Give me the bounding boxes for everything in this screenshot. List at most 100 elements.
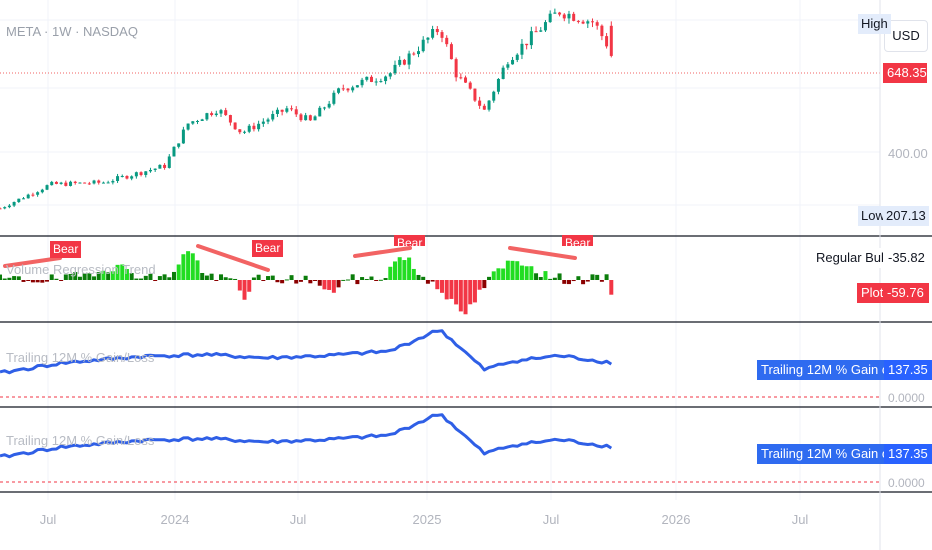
volume-bar xyxy=(355,280,360,285)
volume-bar xyxy=(472,280,477,303)
volume-bar xyxy=(251,277,256,280)
candle-body xyxy=(525,43,529,46)
x-tick-jul-2024: Jul xyxy=(289,512,307,527)
volume-bar xyxy=(49,274,54,280)
trailing-gain-line-2 xyxy=(0,413,613,459)
regression-trend-line xyxy=(508,246,577,260)
volume-bar xyxy=(392,261,397,280)
currency-button[interactable]: USD xyxy=(884,20,928,52)
candle-body xyxy=(487,100,491,110)
volume-bar xyxy=(270,275,275,280)
candle-body xyxy=(431,29,435,38)
candle-body xyxy=(501,67,505,79)
trailing-gain-value-2: 137.35 xyxy=(884,444,932,464)
candle-body xyxy=(120,175,124,177)
candle-body xyxy=(210,113,214,116)
candle-body xyxy=(388,73,392,77)
volume-bar xyxy=(190,253,195,280)
candle-body xyxy=(257,123,261,130)
regression-trend-line xyxy=(196,244,270,272)
regression-trend-line xyxy=(353,246,412,258)
candle-body xyxy=(539,30,543,32)
candle-body xyxy=(238,129,242,133)
bear-label-1: Bear xyxy=(50,241,82,258)
volume-bar xyxy=(157,276,162,280)
candle-body xyxy=(69,181,73,186)
volume-bar xyxy=(223,277,228,280)
candle-body xyxy=(158,164,162,169)
candle-body xyxy=(191,121,195,124)
candle-body xyxy=(384,76,388,82)
volume-bar xyxy=(294,280,299,284)
volume-bar xyxy=(2,278,7,280)
volume-bar xyxy=(59,280,64,281)
volume-bar xyxy=(529,266,534,280)
candle-body xyxy=(468,82,472,89)
volume-bar xyxy=(110,271,115,280)
zero-label-1: 0.0000 xyxy=(888,391,925,405)
volume-bar xyxy=(538,277,543,280)
candle-body xyxy=(59,182,63,184)
volume-bar xyxy=(134,278,139,280)
volume-bar xyxy=(552,277,557,280)
volume-bar xyxy=(595,274,600,280)
volume-bar xyxy=(280,280,285,284)
plot-label: Plot xyxy=(857,283,888,303)
candle-body xyxy=(337,88,341,93)
candle-body xyxy=(144,171,148,175)
x-tick-2024: 2024 xyxy=(160,512,190,527)
volume-bar xyxy=(369,276,374,280)
candle-body xyxy=(600,25,604,37)
volume-bar xyxy=(228,278,233,280)
trailing-gain-line-1 xyxy=(0,329,613,375)
volume-bar xyxy=(204,275,209,280)
candle-body xyxy=(562,14,566,19)
volume-bar xyxy=(515,261,520,280)
candle-body xyxy=(134,172,138,177)
candle-body xyxy=(153,168,157,170)
candle-body xyxy=(454,59,458,78)
volume-bar xyxy=(40,280,45,283)
candle-body xyxy=(496,78,500,92)
volume-bar xyxy=(313,280,318,281)
bear-label-4: Bear xyxy=(562,235,594,246)
candle-body xyxy=(374,81,378,83)
volume-bar xyxy=(87,273,92,280)
volume-bar xyxy=(308,280,313,284)
candle-body xyxy=(346,88,350,91)
volume-bar xyxy=(106,272,111,280)
volume-bar xyxy=(16,276,21,280)
candle-body xyxy=(355,85,359,88)
volume-bar xyxy=(237,280,242,291)
volume-bar xyxy=(54,278,59,280)
candle-body xyxy=(421,39,425,52)
volume-bar xyxy=(266,276,271,280)
volume-bar xyxy=(440,280,445,293)
volume-bar xyxy=(96,272,101,280)
candle-body xyxy=(125,175,129,179)
candle-body xyxy=(40,189,44,193)
candle-body xyxy=(327,103,331,108)
candle-body xyxy=(83,182,87,184)
volume-bar xyxy=(411,268,416,280)
candle-body xyxy=(529,31,533,46)
candle-body xyxy=(139,172,143,175)
candle-body xyxy=(393,64,397,74)
candle-body xyxy=(50,181,54,186)
trailing-gain-title-1: Trailing 12M % Gain/Loss xyxy=(6,350,155,365)
volume-regression-title: Volume Regression Trend xyxy=(6,262,156,277)
plot-value: -59.76 xyxy=(883,283,929,303)
regression-lines xyxy=(3,244,577,272)
candle-body xyxy=(506,64,510,68)
volume-bar xyxy=(585,280,590,282)
volume-bar xyxy=(383,278,388,280)
volume-bar xyxy=(534,273,539,280)
candle-body xyxy=(567,13,571,19)
volume-bar xyxy=(435,280,440,290)
candle-body xyxy=(167,156,171,168)
candle-body xyxy=(478,100,482,106)
candle-body xyxy=(87,183,91,185)
volume-bar xyxy=(444,280,449,300)
volume-bar xyxy=(7,277,12,280)
